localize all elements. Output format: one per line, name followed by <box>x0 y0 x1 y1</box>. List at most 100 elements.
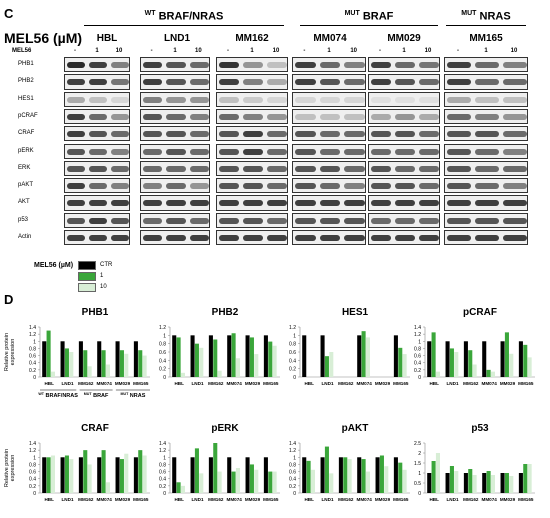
band-phb1-lnd1-1 <box>166 62 186 68</box>
x-tick-label-phb2: LND1 <box>192 381 204 386</box>
x-tick-label-pcraf: LND1 <box>447 381 459 386</box>
bar-phb2-lnd1-1 <box>194 343 199 377</box>
legend-label-10: 10 <box>100 284 107 290</box>
blot-label-hes1: HES1 <box>18 95 34 102</box>
bar-phb1-mm074-ctr <box>97 341 102 377</box>
band-perk-mm074-2 <box>344 148 365 155</box>
blot-strip-pakt-mm029 <box>368 178 440 194</box>
y-tick-label-p53: 2 <box>418 451 421 457</box>
bar-p53-mm029-10 <box>509 476 514 493</box>
band-phb1-mm074-2 <box>344 62 365 68</box>
band-akt-hbl-1 <box>89 200 107 207</box>
bar-phb2-mm029-10 <box>254 354 259 377</box>
bar-phb1-mm029-ctr <box>115 341 120 377</box>
blot-strip-erk-mm165 <box>444 160 528 177</box>
y-tick-label-p53: 1.5 <box>414 461 421 467</box>
band-pcraf-lnd1-2 <box>189 113 209 120</box>
blot-strip-perk-lnd1 <box>140 143 210 159</box>
band-pcraf-hbl-2 <box>111 113 129 120</box>
bar-phb2-mm162-1 <box>213 339 218 377</box>
bar-phb1-hbl-ctr <box>42 341 47 377</box>
band-akt-hbl-0 <box>67 200 85 207</box>
x-tick-label-phb1: LND1 <box>62 381 74 386</box>
band-phb1-mm162-0 <box>219 62 239 68</box>
y-tick-label-pcraf: 0.8 <box>414 346 421 352</box>
bar-craf-mm074-ctr <box>97 457 102 493</box>
y-tick-label-phb2: 1.2 <box>159 325 166 331</box>
blot-label-akt: AKT <box>18 199 30 206</box>
dose-label-mm074-2: 10 <box>350 48 357 54</box>
bar-pcraf-mm074-1 <box>486 369 491 377</box>
band-phb1-mm029-2 <box>419 62 439 68</box>
band-actin-hbl-1 <box>89 235 107 241</box>
x-tick-label-perk: HBL <box>174 497 184 502</box>
y-tick-label-p53: 2.5 <box>414 441 421 447</box>
band-phb1-mm074-0 <box>295 62 316 68</box>
western-blot-grid: PHB1 PHB2 HES1 pCRAF CRAF pERK ERK pAKT AKT p53 Ac… <box>0 56 550 246</box>
dose-label-hbl-1: 1 <box>95 48 99 54</box>
band-pakt-mm162-0 <box>219 183 239 190</box>
band-erk-mm074-0 <box>295 165 316 172</box>
x-tick-label-pcraf: MM162 <box>463 381 479 386</box>
band-actin-mm165-2 <box>503 235 527 241</box>
bar-pakt-mm074-1 <box>361 459 366 493</box>
blot-strip-perk-mm162 <box>216 143 288 159</box>
band-p53-mm074-1 <box>319 217 341 224</box>
band-pcraf-mm074-1 <box>319 113 341 120</box>
band-pcraf-mm074-2 <box>344 113 365 120</box>
band-erk-mm162-0 <box>219 165 239 172</box>
bar-pcraf-lnd1-10 <box>454 352 459 377</box>
x-tick-label-phb1: HBL <box>44 381 54 386</box>
x-tick-label-pakt: MM165 <box>393 497 409 502</box>
band-akt-mm029-0 <box>371 200 391 207</box>
dose-label-lnd1-1: 1 <box>173 48 177 54</box>
bar-pakt-lnd1-10 <box>329 473 334 493</box>
dose-row: - 1 10 - 1 10 - 1 10 - 1 10 - 1 10 - 1 10 <box>0 48 550 58</box>
x-tick-label-p53: MM165 <box>518 497 534 502</box>
band-erk-hbl-0 <box>67 165 85 172</box>
y-axis-label-phb1: Relative protein <box>4 333 10 371</box>
bar-pcraf-hbl-ctr <box>427 341 432 377</box>
bar-craf-mm165-10 <box>142 455 147 493</box>
blot-strip-phb2-mm029 <box>368 74 440 90</box>
bar-hes1-mm074-10 <box>365 337 370 377</box>
bar-p53-hbl-10 <box>435 453 440 493</box>
band-pcraf-mm165-0 <box>447 113 471 120</box>
bar-craf-mm162-10 <box>87 464 92 493</box>
bar-pakt-mm029-10 <box>384 466 389 493</box>
bar-phb1-mm074-1 <box>101 350 106 377</box>
blot-label-pcraf: pCRAF <box>18 112 38 119</box>
y-tick-label-hes1: 0.4 <box>289 358 296 364</box>
band-p53-mm029-2 <box>419 217 439 224</box>
x-tick-label-perk: MM165 <box>263 497 279 502</box>
x-tick-label-p53: HBL <box>429 497 439 502</box>
bar-pakt-hbl-10 <box>310 469 315 493</box>
band-perk-hbl-0 <box>67 148 85 155</box>
band-pcraf-lnd1-0 <box>143 113 163 120</box>
x-tick-label-perk: LND1 <box>192 497 204 502</box>
dose-label-mm162-0: - <box>227 48 229 54</box>
x-tick-label-pakt: LND1 <box>322 497 334 502</box>
y-tick-label-phb1: 0.4 <box>29 361 36 367</box>
blot-strip-craf-mm165 <box>444 126 528 142</box>
band-phb1-hbl-1 <box>89 62 107 68</box>
band-erk-mm165-0 <box>447 165 471 172</box>
blot-strip-pakt-mm165 <box>444 178 528 194</box>
y-tick-label-perk: 0.2 <box>159 484 166 490</box>
group-label-d-1: MUT BRAF <box>84 392 109 399</box>
band-actin-mm074-1 <box>319 235 341 241</box>
x-tick-label-craf: MM165 <box>133 497 149 502</box>
bar-pakt-mm162-ctr <box>338 457 343 493</box>
blot-strip-hes1-mm074 <box>292 91 366 107</box>
bar-hes1-lnd1-10 <box>329 352 334 377</box>
cell-line-hbl: HBL <box>96 33 118 44</box>
band-phb2-mm029-2 <box>419 79 439 86</box>
y-tick-label-perk: 0.8 <box>159 462 166 468</box>
y-tick-label-hes1: 0.8 <box>289 342 296 348</box>
blot-strip-perk-mm074 <box>292 143 366 159</box>
y-tick-label-p53: 0 <box>418 491 421 497</box>
band-pcraf-mm165-2 <box>503 113 527 120</box>
cell-line-mm029: MM029 <box>387 33 421 44</box>
bar-hes1-mm165-1 <box>398 347 403 377</box>
x-tick-label-craf: HBL <box>44 497 54 502</box>
